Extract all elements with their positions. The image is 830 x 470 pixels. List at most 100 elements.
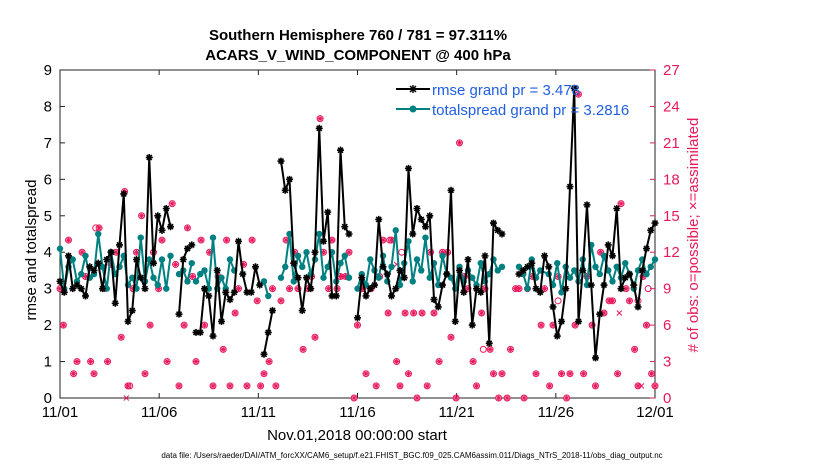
legend-rmse-label: rmse grand pr = 3.478 [432,82,580,99]
obs-possible-marker [219,345,227,353]
totalspread-point [209,234,217,241]
y2-tick-label: 12 [663,244,680,261]
obs-assimilated-marker [338,274,343,280]
totalspread-point [294,252,302,260]
legend-spread-label: totalspread grand pr = 3.2816 [432,102,629,119]
rmse-point [400,274,408,282]
totalspread-point [426,274,433,281]
obs-possible-marker [354,321,361,329]
obs-assimilated-marker [632,346,638,352]
rmse-point [192,328,200,336]
rmse-point [82,292,89,300]
obs-possible-marker [294,285,302,293]
obs-assimilated-marker [389,237,394,243]
obs-possible-marker [626,297,633,305]
rmse-point [587,281,595,289]
obs-assimilated-marker [576,91,581,97]
totalspread-point [388,263,395,270]
obs-possible-marker [362,370,370,378]
y-axis-label: rmse and totalspread [23,180,40,321]
y2-axis-label: # of obs: o=possible; ×=assimilated [685,118,702,353]
rmse-point [239,270,247,278]
obs-assimilated-marker [329,237,335,243]
rmse-point [621,274,629,282]
rmse-point [175,310,183,318]
rmse-point [490,219,497,227]
x-tick-label: 11/06 [141,404,177,421]
obs-possible-marker [537,321,545,329]
rmse-point [290,259,298,267]
obs-assimilated-marker [479,310,485,316]
x-axis-label: Nov.01,2018 00:00:00 start [267,427,448,444]
obs-assimilated-marker [300,346,306,352]
rmse-point [460,288,468,296]
obs-assimilated-marker [287,286,292,292]
rmse-point [124,317,132,325]
obs-possible-marker [141,370,149,378]
rmse-point [209,332,217,340]
legend-spread-marker [409,105,417,113]
totalspread-point [265,292,272,300]
obs-possible-marker [299,345,307,353]
rmse-point [426,212,434,220]
obs-possible-marker [563,394,571,402]
rmse-point [252,263,259,271]
obs-assimilated-marker [220,346,226,352]
rmse-point [592,354,599,362]
totalspread-point [150,274,157,281]
obs-possible-marker [192,358,200,366]
obs-assimilated-marker [564,395,570,401]
totalspread-point [192,278,200,285]
rmse-point [545,263,553,271]
obs-possible-marker [248,236,256,244]
chart-title-line-1: Southern Hemisphere 760 / 781 = 97.311% [209,27,507,44]
y-tick-label: 7 [44,135,52,152]
rmse-point [141,285,149,293]
obs-assimilated-marker [373,383,379,389]
legend-rmse-marker [409,85,417,93]
totalspread-point [477,259,484,267]
obs-assimilated-marker [363,371,369,377]
obs-assimilated-marker [193,359,199,365]
rmse-point [73,281,81,289]
rmse-point [643,245,650,253]
rmse-point [422,223,429,231]
obs-assimilated-marker [113,249,119,255]
obs-assimilated-marker [270,286,275,292]
obs-assimilated-marker [185,225,190,231]
totalspread-point [367,256,374,263]
rmse-point [524,263,531,271]
obs-assimilated-marker [202,322,207,328]
rmse-point [443,270,451,278]
totalspread-point [409,278,416,285]
obs-possible-marker [643,321,650,329]
obs-possible-marker [146,321,154,329]
obs-assimilated-marker [108,261,114,267]
rmse-point [562,285,570,293]
obs-possible-marker [532,370,540,378]
obs-possible-marker [253,297,261,305]
rmse-point [451,317,459,325]
obs-assimilated-marker [419,310,425,316]
obs-assimilated-marker [440,249,445,255]
x-axis: 11/01 11/06 11/11 11/16 11/21 11/26 12/01 [42,70,674,421]
rmse-point [481,252,489,260]
obs-assimilated-marker [542,286,547,292]
rmse-point [235,237,242,245]
obs-assimilated-marker [142,371,148,377]
rmse-point [196,328,204,336]
rmse-point [269,307,276,315]
obs-assimilated-marker [380,237,386,243]
obs-possible-marker [651,382,659,390]
obs-possible-marker [478,309,486,317]
totalspread-point [622,259,629,267]
y2-tick-label: 15 [663,208,680,225]
obs-possible-marker [257,382,265,390]
obs-assimilated-marker [547,383,553,389]
obs-assimilated-marker [190,274,196,280]
obs-assimilated-marker [474,383,479,389]
obs-possible-marker [158,236,166,244]
rmse-point [137,274,145,282]
obs-possible-marker [209,382,217,390]
obs-assimilated-marker [241,261,247,267]
